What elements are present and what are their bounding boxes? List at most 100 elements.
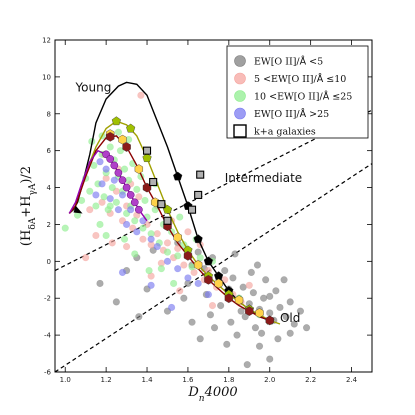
data-point	[131, 250, 139, 258]
data-point	[112, 198, 120, 206]
data-point	[153, 230, 161, 238]
data-point	[86, 206, 94, 214]
data-point	[86, 187, 94, 195]
data-point	[96, 158, 104, 166]
data-point	[122, 242, 131, 251]
data-point	[137, 91, 145, 99]
data-point	[100, 193, 108, 201]
data-point	[112, 298, 120, 306]
data-point	[229, 274, 237, 282]
data-point	[223, 340, 231, 348]
legend-marker	[234, 107, 246, 120]
data-point	[153, 242, 161, 251]
x-axis-label: Dn4000	[187, 385, 237, 404]
region-label-young: Young	[74, 81, 111, 95]
data-point	[184, 274, 192, 282]
data-point	[210, 324, 219, 332]
data-point	[249, 289, 257, 297]
data-point	[102, 231, 110, 240]
data-point	[122, 220, 131, 229]
ka-galaxy-marker	[196, 170, 205, 179]
data-point	[266, 355, 274, 363]
data-point	[245, 281, 253, 289]
legend-marker	[234, 90, 246, 102]
data-point	[302, 324, 311, 332]
legend-label: 10 <EW[O II]/Å ≤25	[254, 91, 352, 103]
track-marker	[106, 155, 115, 163]
data-point	[120, 235, 129, 243]
data-point	[96, 220, 104, 229]
ka-galaxy-marker	[157, 200, 166, 209]
track-start-arrow	[73, 205, 83, 214]
data-point	[163, 239, 172, 247]
data-point	[233, 331, 241, 339]
x-tick-label: 1.8	[223, 376, 234, 384]
data-point	[262, 276, 270, 284]
data-point	[139, 235, 147, 243]
region-label-old: Old	[280, 311, 300, 325]
data-point	[114, 206, 122, 214]
data-point	[237, 307, 245, 315]
data-point	[92, 191, 100, 199]
data-point	[106, 202, 114, 210]
data-point	[106, 143, 114, 151]
data-point	[196, 335, 204, 343]
track-marker	[193, 260, 203, 270]
data-point	[266, 309, 274, 317]
data-point	[131, 217, 139, 225]
data-point	[133, 185, 141, 193]
data-point	[170, 279, 178, 288]
track-marker	[234, 295, 244, 305]
track-marker	[114, 168, 123, 177]
x-tick-label: 1.2	[101, 376, 112, 384]
data-point	[217, 302, 225, 310]
ka-galaxy-marker	[194, 190, 203, 199]
data-point	[139, 224, 147, 232]
data-point	[231, 250, 239, 258]
data-point	[239, 283, 247, 291]
data-point	[276, 303, 284, 312]
data-point	[290, 320, 298, 328]
data-point	[82, 254, 90, 262]
track-markers	[102, 116, 275, 326]
y-tick-label: -2	[44, 295, 51, 303]
track-marker	[110, 161, 119, 170]
track-marker	[111, 116, 121, 126]
track-marker	[173, 232, 182, 243]
y-tick-label: 8	[47, 110, 51, 118]
legend-label: EW[O II]/Å <5	[254, 56, 323, 68]
ka-galaxy-marker	[163, 216, 172, 225]
data-point	[221, 266, 229, 275]
track-marker	[150, 197, 160, 208]
data-point	[260, 294, 268, 302]
data-point	[114, 128, 122, 136]
data-point	[120, 165, 129, 173]
data-point	[118, 268, 127, 277]
data-point	[98, 180, 106, 188]
track-marker	[118, 134, 127, 145]
data-point	[176, 287, 184, 295]
y-tick-label: 0	[47, 258, 51, 266]
x-tick-label: 2.2	[305, 376, 316, 384]
data-point	[118, 191, 127, 199]
track-marker	[122, 183, 131, 192]
legend-marker	[233, 124, 247, 138]
data-point	[92, 202, 100, 210]
y-tick-label: -6	[44, 369, 52, 377]
data-point	[141, 196, 149, 205]
data-point	[255, 342, 264, 350]
data-point	[251, 324, 260, 332]
data-point	[253, 261, 262, 269]
y-tick-label: 6	[47, 147, 52, 155]
y-tick-label: 4	[47, 184, 52, 192]
track-marker	[173, 171, 183, 181]
track-marker	[130, 198, 139, 207]
data-point	[196, 254, 204, 262]
legend-label: k+a galaxies	[254, 127, 316, 138]
data-point	[174, 252, 182, 260]
legend-marker	[234, 55, 246, 67]
data-point	[135, 313, 143, 321]
data-point	[286, 298, 294, 306]
data-point	[145, 266, 153, 275]
data-point	[194, 279, 202, 288]
